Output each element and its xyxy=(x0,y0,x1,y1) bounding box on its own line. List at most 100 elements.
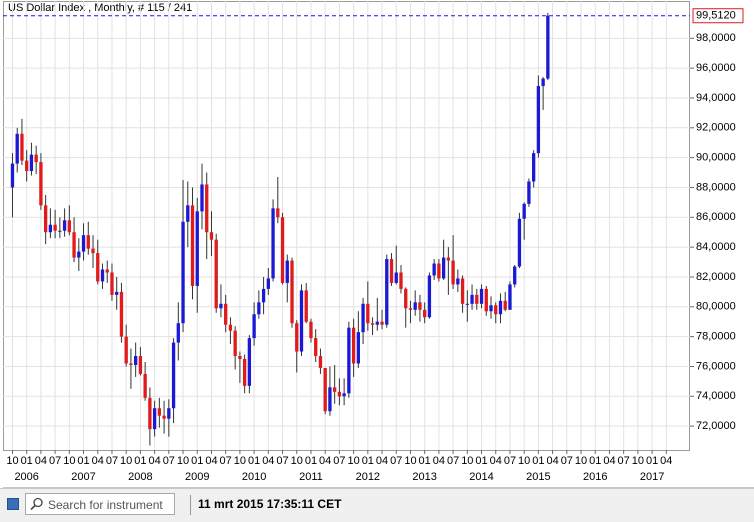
candle-body xyxy=(418,302,422,310)
x-tick-label: 07 xyxy=(106,455,118,467)
candle-body xyxy=(91,248,95,254)
x-tick-label: 10 xyxy=(575,455,587,467)
candle-body xyxy=(290,260,294,324)
x-tick-label: 07 xyxy=(276,455,288,467)
candle-body xyxy=(10,163,15,188)
candle-body xyxy=(233,330,237,357)
candle-body xyxy=(517,218,522,267)
x-tick-label: 04 xyxy=(660,455,672,467)
x-tick-label: 01 xyxy=(134,455,146,467)
candle-body xyxy=(508,284,512,310)
candle-body xyxy=(541,78,545,87)
y-tick-label: 74,0000 xyxy=(696,390,736,402)
y-tick-label: 82,0000 xyxy=(696,271,736,283)
candle-body xyxy=(195,211,199,286)
x-tick-label: 07 xyxy=(561,455,573,467)
candle-body xyxy=(261,288,266,303)
x-tick-label: 04 xyxy=(433,455,445,467)
chart-background xyxy=(0,0,754,488)
candle-body xyxy=(304,290,308,322)
search-icon xyxy=(30,497,43,511)
candle-body xyxy=(205,184,209,233)
candle-body xyxy=(15,133,19,164)
candle-body xyxy=(314,338,318,357)
x-tick-label: 07 xyxy=(390,455,402,467)
candle-body xyxy=(513,266,517,285)
search-box[interactable]: Search for instrument xyxy=(25,493,175,515)
candle-body xyxy=(190,205,195,286)
candle-body xyxy=(276,208,280,218)
candle-body xyxy=(404,288,408,309)
candle-body xyxy=(465,303,469,305)
candle-body xyxy=(124,336,128,364)
candle-body xyxy=(494,305,498,315)
x-tick-label: 01 xyxy=(646,455,658,467)
x-tick-label: 10 xyxy=(120,455,132,467)
x-tick-label: 10 xyxy=(632,455,644,467)
candle-body xyxy=(479,288,484,304)
candle-body xyxy=(96,253,100,282)
x-tick-label: 10 xyxy=(234,455,246,467)
candle-body xyxy=(138,356,143,374)
year-label: 2007 xyxy=(71,471,95,483)
candle-body xyxy=(332,387,337,392)
candle-body xyxy=(522,203,526,219)
candle-body xyxy=(285,260,289,283)
separator xyxy=(190,495,191,515)
x-tick-label: 04 xyxy=(262,455,274,467)
x-tick-label: 01 xyxy=(589,455,601,467)
x-tick-label: 01 xyxy=(191,455,203,467)
y-tick-label: 88,0000 xyxy=(696,181,736,193)
candle-body xyxy=(380,321,384,325)
candle-body xyxy=(115,291,119,295)
x-tick-label: 07 xyxy=(220,455,232,467)
candle-body xyxy=(219,303,223,309)
candle-body xyxy=(181,221,185,324)
candle-body xyxy=(242,359,247,386)
candle-body xyxy=(39,162,43,206)
candle-body xyxy=(252,314,256,339)
year-label: 2010 xyxy=(242,471,266,483)
candle-body xyxy=(456,278,460,285)
y-tick-label: 80,0000 xyxy=(696,301,736,313)
x-tick-label: 04 xyxy=(376,455,388,467)
candle-body xyxy=(385,259,389,325)
candle-body xyxy=(58,230,62,232)
chart-icon[interactable] xyxy=(7,498,19,510)
candle-body xyxy=(375,321,379,325)
x-tick-label: 01 xyxy=(248,455,260,467)
candle-body xyxy=(176,323,180,343)
year-label: 2006 xyxy=(14,471,38,483)
timestamp: 11 mrt 2015 17:35:11 CET xyxy=(198,497,342,511)
candle-body xyxy=(247,338,252,386)
candle-body xyxy=(441,257,446,279)
candle-body xyxy=(238,356,242,360)
y-tick-label: 90,0000 xyxy=(696,152,736,164)
year-label: 2013 xyxy=(412,471,436,483)
x-tick-label: 10 xyxy=(6,455,18,467)
x-tick-label: 10 xyxy=(404,455,416,467)
candle-body xyxy=(214,239,218,309)
candle-body xyxy=(366,303,370,324)
candle-body xyxy=(446,257,451,261)
candle-body xyxy=(413,302,417,310)
x-tick-label: 01 xyxy=(419,455,431,467)
candle-body xyxy=(29,154,34,172)
candle-body xyxy=(224,303,228,325)
candle-body xyxy=(437,263,441,279)
candle-body xyxy=(318,356,323,368)
candle-body xyxy=(451,260,455,285)
candle-body xyxy=(186,205,190,222)
candle-body xyxy=(162,415,166,419)
x-tick-label: 04 xyxy=(148,455,160,467)
x-tick-label: 07 xyxy=(447,455,459,467)
y-tick-label: 98,0000 xyxy=(696,32,736,44)
year-label: 2008 xyxy=(128,471,152,483)
candle-body xyxy=(484,288,488,312)
candle-body xyxy=(356,332,361,364)
x-tick-label: 10 xyxy=(291,455,303,467)
candle-body xyxy=(323,367,327,412)
plot-frame xyxy=(3,1,690,451)
year-label: 2012 xyxy=(356,471,380,483)
